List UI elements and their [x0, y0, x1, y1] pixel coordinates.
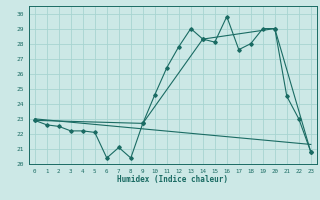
X-axis label: Humidex (Indice chaleur): Humidex (Indice chaleur): [117, 175, 228, 184]
